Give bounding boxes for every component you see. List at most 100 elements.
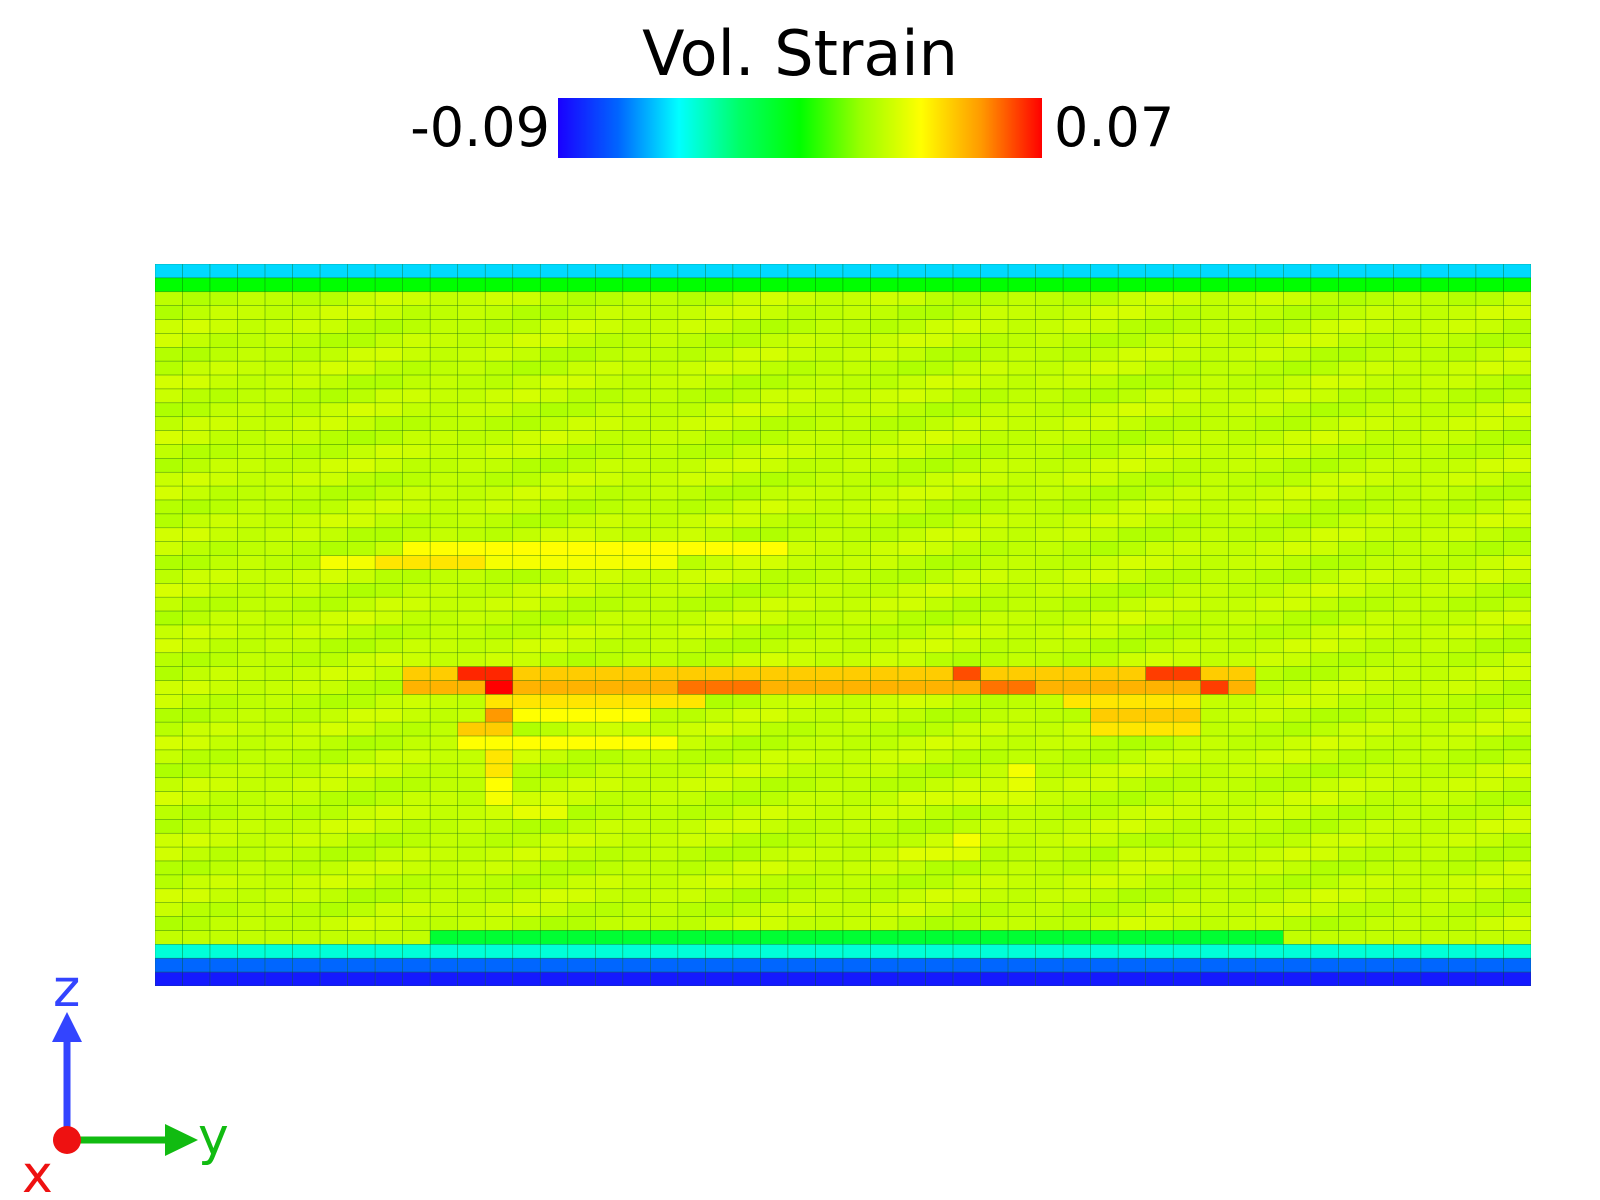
mesh-cell (374, 846, 403, 862)
mesh-cell (1420, 832, 1449, 848)
mesh-cell (539, 791, 569, 806)
mesh-cell (1145, 402, 1174, 418)
mesh-cell (457, 333, 486, 348)
mesh-cell (870, 374, 899, 390)
mesh-cell (539, 347, 569, 362)
mesh-cell (1310, 388, 1339, 404)
mesh-cell (1227, 569, 1257, 584)
mesh-cell (1338, 957, 1367, 973)
mesh-cell (677, 444, 706, 459)
mesh-cell (1283, 888, 1312, 903)
mesh-cell (1283, 485, 1312, 501)
mesh-cell (155, 583, 183, 598)
mesh-cell (1283, 624, 1312, 640)
mesh-cell (1200, 902, 1229, 917)
mesh-cell (705, 694, 734, 709)
mesh-cell (1090, 402, 1119, 418)
mesh-cell (1145, 791, 1174, 806)
mesh-cell (1062, 860, 1091, 876)
mesh-cell (484, 305, 514, 320)
mesh-cell (650, 485, 679, 501)
mesh-cell (1090, 527, 1119, 542)
mesh-cell (1283, 360, 1312, 376)
mesh-cell (1503, 555, 1531, 570)
mesh-cell (1338, 527, 1367, 542)
mesh-cell (677, 583, 706, 598)
mesh-cell (182, 777, 211, 792)
mesh-cell (567, 471, 596, 487)
mesh-cell (457, 805, 486, 820)
mesh-cell (1365, 513, 1394, 529)
mesh-cell (347, 819, 376, 834)
mesh-cell (705, 846, 734, 862)
mesh-cell (677, 666, 706, 681)
mesh-cell (732, 680, 761, 695)
mesh-cell (264, 458, 293, 473)
mesh-cell (787, 971, 816, 986)
mesh-cell (264, 444, 293, 459)
mesh-cell (842, 319, 871, 334)
mesh-cell (512, 916, 541, 931)
mesh-cell (705, 360, 734, 376)
mesh-cell (1090, 333, 1119, 348)
mesh-cell (264, 860, 293, 876)
mesh-cell (980, 347, 1009, 362)
mesh-cell (457, 749, 486, 765)
mesh-cell (1172, 916, 1202, 931)
mesh-cell (622, 596, 651, 612)
mesh-cell (1310, 596, 1339, 612)
mesh-cell (429, 471, 459, 487)
mesh-cell (567, 444, 596, 459)
mesh-cell (842, 916, 871, 931)
mesh-cell (1090, 902, 1119, 917)
mesh-cell (1145, 291, 1174, 306)
mesh-cell (980, 888, 1009, 903)
mesh-cell (1393, 652, 1422, 667)
mesh-cell (1090, 471, 1119, 487)
mesh-cell (539, 694, 569, 709)
mesh-cell (1503, 819, 1531, 834)
mesh-cell (1007, 694, 1036, 709)
mesh-cell (1338, 846, 1367, 862)
mesh-cell (1338, 333, 1367, 348)
mesh-cell (402, 763, 431, 779)
mesh-cell (1200, 402, 1229, 418)
mesh-cell (787, 957, 816, 973)
mesh-cell (897, 458, 926, 473)
mesh-cell (567, 569, 596, 584)
mesh-cell (1035, 832, 1064, 848)
mesh-cell (1090, 444, 1119, 459)
mesh-cell (1448, 430, 1477, 445)
mesh-cell (209, 583, 238, 598)
mesh-cell (182, 832, 211, 848)
mesh-cell (1062, 388, 1091, 404)
mesh-cell (650, 347, 679, 362)
mesh-cell (429, 319, 459, 334)
mesh-cell (1393, 957, 1422, 973)
mesh-cell (1090, 930, 1119, 945)
mesh-cell (1172, 624, 1202, 640)
mesh-cell (567, 902, 596, 917)
mesh-cell (925, 805, 954, 820)
mesh-cell (1448, 749, 1477, 765)
mesh-cell (1145, 846, 1174, 862)
mesh-cell (842, 749, 871, 765)
mesh-cell (374, 916, 403, 931)
mesh-cell (925, 485, 954, 501)
mesh-cell (1393, 347, 1422, 362)
mesh-cell (952, 791, 981, 806)
mesh-cell (567, 944, 596, 959)
mesh-cell (1393, 888, 1422, 903)
mesh-cell (484, 805, 514, 820)
mesh-cell (842, 957, 871, 973)
mesh-cell (1007, 402, 1036, 418)
mesh-cell (1448, 916, 1477, 931)
mesh-cell (237, 583, 266, 598)
mesh-cell (1503, 624, 1531, 640)
mesh-cell (237, 874, 266, 890)
mesh-cell (677, 360, 706, 376)
mesh-cell (429, 360, 459, 376)
mesh-cell (1255, 374, 1284, 390)
mesh-cell (1393, 430, 1422, 445)
mesh-cell (402, 930, 431, 945)
